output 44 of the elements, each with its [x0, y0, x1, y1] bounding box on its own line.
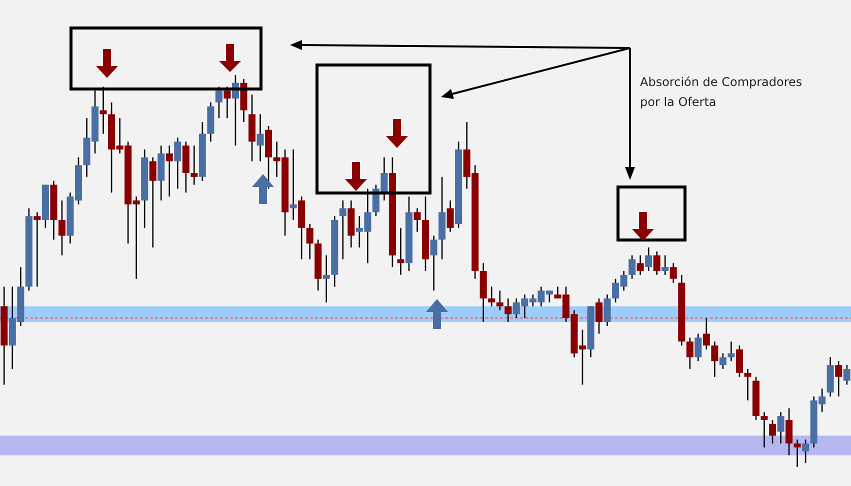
candlestick: [744, 368, 752, 402]
candlestick: [58, 200, 66, 256]
candlestick: [306, 223, 314, 260]
candlestick: [794, 438, 801, 468]
candlestick: [719, 352, 726, 370]
candlestick: [777, 411, 784, 444]
candlestick: [802, 438, 810, 464]
candlestick: [430, 235, 438, 292]
candlestick: [322, 254, 330, 304]
candlestick: [414, 208, 421, 232]
candlestick: [34, 212, 41, 288]
candlestick: [224, 86, 231, 119]
candlestick: [694, 333, 702, 362]
candlestick: [653, 250, 660, 276]
candlestick: [339, 200, 346, 260]
candlestick: [174, 137, 182, 190]
candlestick: [702, 317, 710, 350]
candlestick: [636, 254, 644, 276]
candlestick: [760, 411, 768, 448]
candlestick: [670, 262, 677, 284]
candlestick: [786, 408, 793, 456]
candlestick: [504, 298, 512, 323]
candlestick: [496, 290, 504, 311]
annotation: Absorción de Compradores por la Oferta: [640, 74, 804, 111]
candlestick: [711, 340, 718, 378]
candlestick: [397, 227, 404, 276]
candlestick: [835, 360, 842, 398]
candlestick: [736, 344, 743, 378]
candlestick: [645, 246, 652, 272]
candlestick: [215, 86, 222, 119]
candlestick: [604, 294, 611, 327]
candlestick: [595, 298, 603, 334]
candlestick: [662, 254, 669, 276]
candlestick: [190, 144, 198, 186]
candlestick: [149, 156, 156, 248]
candlestick: [446, 200, 454, 232]
candlestick: [290, 148, 297, 221]
candlestick: [769, 419, 776, 444]
candlestick: [628, 254, 636, 280]
candlestick: [488, 286, 496, 307]
candlestick: [686, 336, 694, 370]
candlestick: [843, 364, 850, 386]
candlestick: [256, 114, 264, 162]
candlestick: [166, 144, 173, 198]
